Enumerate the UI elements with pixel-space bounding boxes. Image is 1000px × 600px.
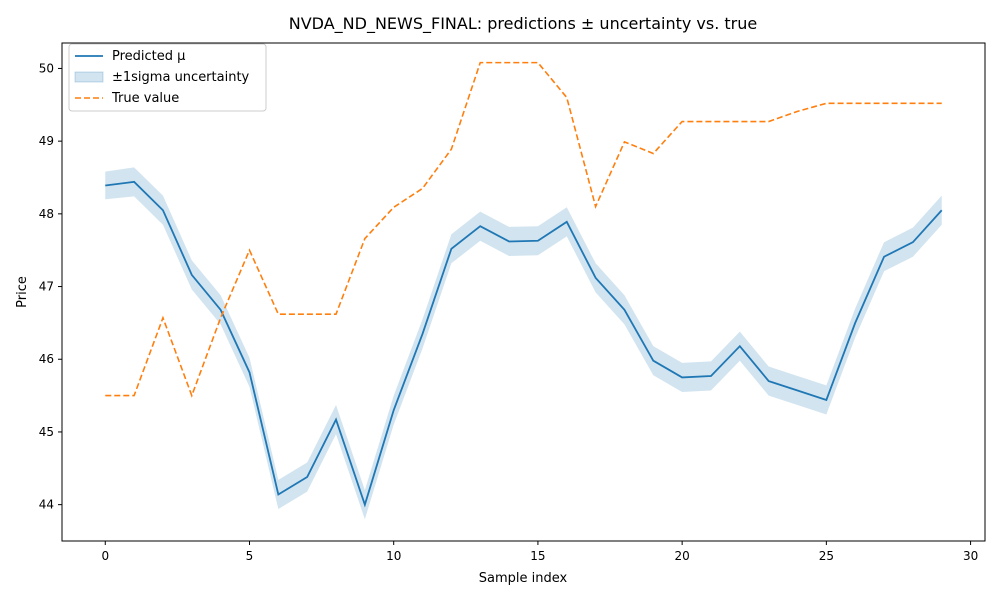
predicted-line [105, 180, 943, 508]
legend-label: True value [111, 91, 179, 106]
x-tick-label: 15 [530, 549, 545, 563]
y-tick-label: 50 [39, 61, 54, 75]
x-tick-label: 20 [675, 549, 690, 563]
true-value-line [105, 61, 942, 398]
y-tick-label: 44 [39, 498, 54, 512]
y-tick-label: 48 [39, 207, 54, 221]
legend-label: ±1sigma uncertainty [112, 70, 250, 85]
y-axis-label: Price [15, 276, 30, 308]
x-axis-label: Sample index [479, 571, 568, 586]
chart-title: NVDA_ND_NEWS_FINAL: predictions ± uncert… [289, 14, 757, 34]
x-tick-label: 25 [819, 549, 834, 563]
x-tick-label: 10 [386, 549, 401, 563]
y-tick-label: 45 [39, 425, 54, 439]
plot-frame [61, 42, 986, 542]
x-tick-label: 30 [963, 549, 978, 563]
legend-swatch-uncertainty [74, 71, 104, 83]
legend: Predicted μ ±1sigma uncertainty True value [68, 43, 267, 112]
y-tick-label: 49 [39, 134, 54, 148]
y-tick-label: 46 [39, 352, 54, 366]
legend-box [68, 43, 267, 112]
legend-label: Predicted μ [112, 49, 185, 64]
x-tick-label: 5 [246, 549, 254, 563]
y-tick-label: 47 [39, 280, 54, 294]
uncertainty-band [105, 167, 942, 520]
x-tick-label: 0 [101, 549, 109, 563]
